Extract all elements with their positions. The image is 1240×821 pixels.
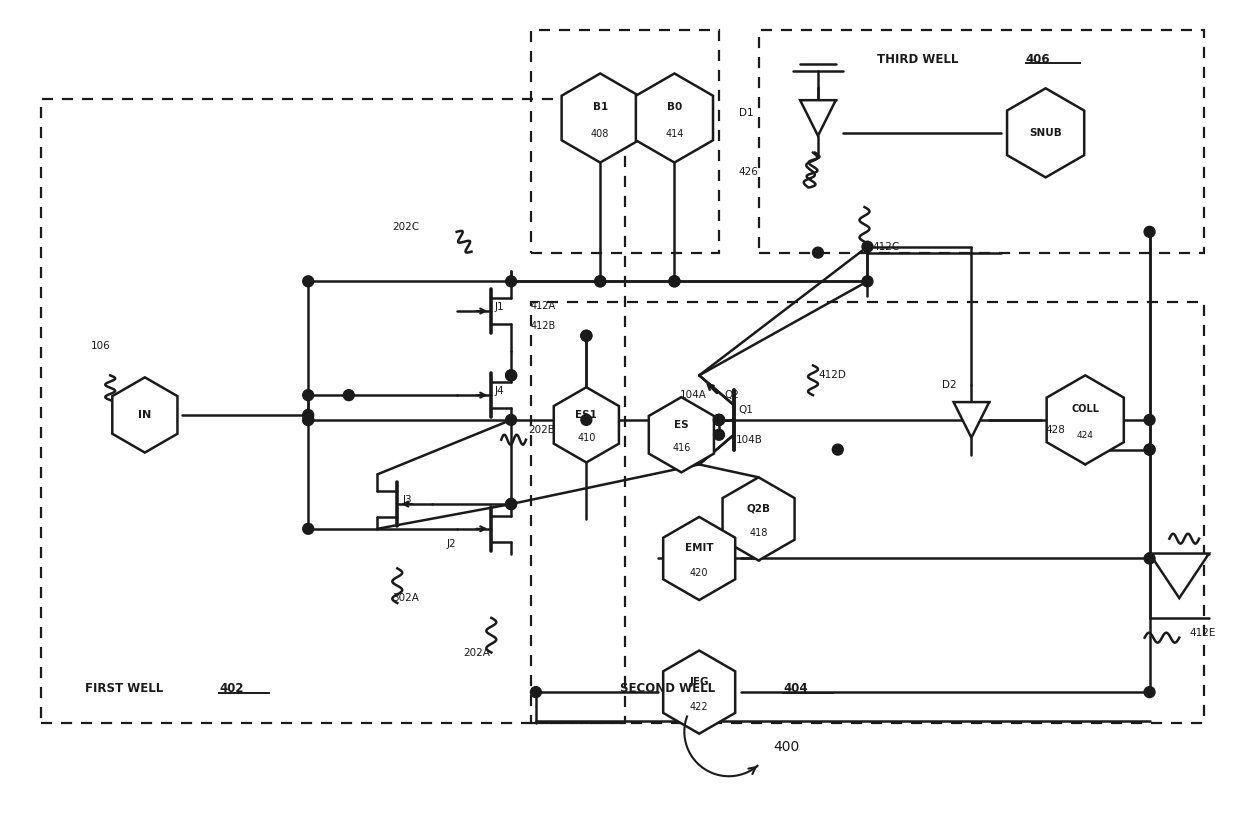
Text: J1: J1 [495, 302, 503, 312]
Text: 416: 416 [672, 443, 691, 453]
Circle shape [862, 276, 873, 287]
Circle shape [1145, 415, 1154, 425]
Text: 422: 422 [689, 702, 708, 712]
Text: 412D: 412D [818, 370, 846, 380]
Text: THIRD WELL: THIRD WELL [878, 53, 963, 67]
Bar [531, 30, 719, 253]
Polygon shape [636, 73, 713, 163]
Polygon shape [113, 378, 177, 452]
Text: 104B: 104B [735, 434, 763, 445]
Circle shape [506, 498, 517, 510]
Text: 412B: 412B [531, 321, 557, 331]
Text: 202A: 202A [463, 648, 490, 658]
Polygon shape [562, 73, 639, 163]
Text: ES1: ES1 [575, 410, 598, 420]
Circle shape [506, 370, 517, 381]
Text: J2: J2 [446, 539, 456, 548]
Text: 414: 414 [665, 129, 683, 139]
Text: 420: 420 [689, 568, 708, 578]
Text: 424: 424 [1076, 431, 1094, 440]
Bar [41, 99, 625, 722]
Text: 412E: 412E [1189, 628, 1215, 638]
Circle shape [303, 523, 314, 534]
Text: 428: 428 [1045, 424, 1065, 435]
Text: D1: D1 [739, 108, 754, 118]
Circle shape [303, 276, 314, 287]
Polygon shape [800, 100, 836, 135]
Circle shape [580, 330, 591, 342]
Polygon shape [663, 650, 735, 734]
Circle shape [343, 390, 355, 401]
Circle shape [832, 444, 843, 455]
Text: 410: 410 [577, 433, 595, 443]
Text: Q2: Q2 [724, 390, 739, 400]
Text: 412C: 412C [873, 241, 900, 252]
Circle shape [1145, 553, 1154, 564]
Circle shape [303, 415, 314, 425]
Text: 404: 404 [784, 681, 808, 695]
Text: 408: 408 [591, 129, 609, 139]
Text: 406: 406 [1025, 53, 1050, 67]
Text: 202C: 202C [392, 222, 419, 232]
Circle shape [713, 415, 724, 425]
Bar [531, 302, 1204, 722]
Polygon shape [1007, 89, 1084, 177]
Text: FIRST WELL: FIRST WELL [86, 681, 167, 695]
Polygon shape [954, 402, 990, 438]
Circle shape [812, 247, 823, 258]
Circle shape [713, 415, 724, 425]
Text: IN: IN [138, 410, 151, 420]
Text: 104A: 104A [680, 390, 707, 400]
Polygon shape [1047, 375, 1123, 465]
Circle shape [506, 276, 517, 287]
Circle shape [506, 370, 517, 381]
Circle shape [1145, 444, 1154, 455]
Circle shape [303, 415, 314, 425]
Text: 402: 402 [219, 681, 243, 695]
Text: Q1: Q1 [739, 405, 754, 415]
Text: JFG: JFG [689, 677, 709, 686]
Polygon shape [554, 388, 619, 462]
Circle shape [1145, 686, 1154, 698]
Circle shape [531, 686, 542, 698]
Text: 302A: 302A [392, 593, 419, 603]
Text: Q2B: Q2B [746, 503, 770, 513]
Circle shape [506, 498, 517, 510]
Polygon shape [723, 477, 795, 561]
Circle shape [595, 276, 605, 287]
Text: J3: J3 [402, 495, 412, 505]
Circle shape [670, 276, 680, 287]
Circle shape [580, 415, 591, 425]
Text: ES: ES [675, 420, 688, 430]
Polygon shape [1149, 553, 1209, 598]
Circle shape [595, 276, 605, 287]
Bar [759, 30, 1204, 253]
Text: 418: 418 [749, 529, 768, 539]
Text: 426: 426 [739, 167, 759, 177]
Text: 202B: 202B [528, 424, 554, 435]
Text: 400: 400 [774, 740, 800, 754]
Text: SECOND WELL: SECOND WELL [620, 681, 719, 695]
Text: 106: 106 [91, 341, 110, 351]
Circle shape [303, 410, 314, 420]
Circle shape [1145, 444, 1154, 455]
Text: J4: J4 [495, 386, 503, 397]
Polygon shape [663, 517, 735, 600]
Circle shape [580, 330, 591, 342]
Circle shape [1145, 227, 1154, 237]
Circle shape [670, 276, 680, 287]
Text: SNUB: SNUB [1029, 128, 1061, 138]
Circle shape [713, 429, 724, 440]
Text: B1: B1 [593, 102, 608, 112]
Text: 412A: 412A [531, 301, 556, 311]
Circle shape [506, 415, 517, 425]
Text: D2: D2 [941, 380, 956, 390]
Circle shape [862, 241, 873, 252]
Polygon shape [649, 397, 714, 472]
Circle shape [303, 390, 314, 401]
Text: EMIT: EMIT [684, 543, 713, 553]
Text: B0: B0 [667, 102, 682, 112]
Text: COLL: COLL [1071, 404, 1099, 414]
Circle shape [713, 415, 724, 425]
